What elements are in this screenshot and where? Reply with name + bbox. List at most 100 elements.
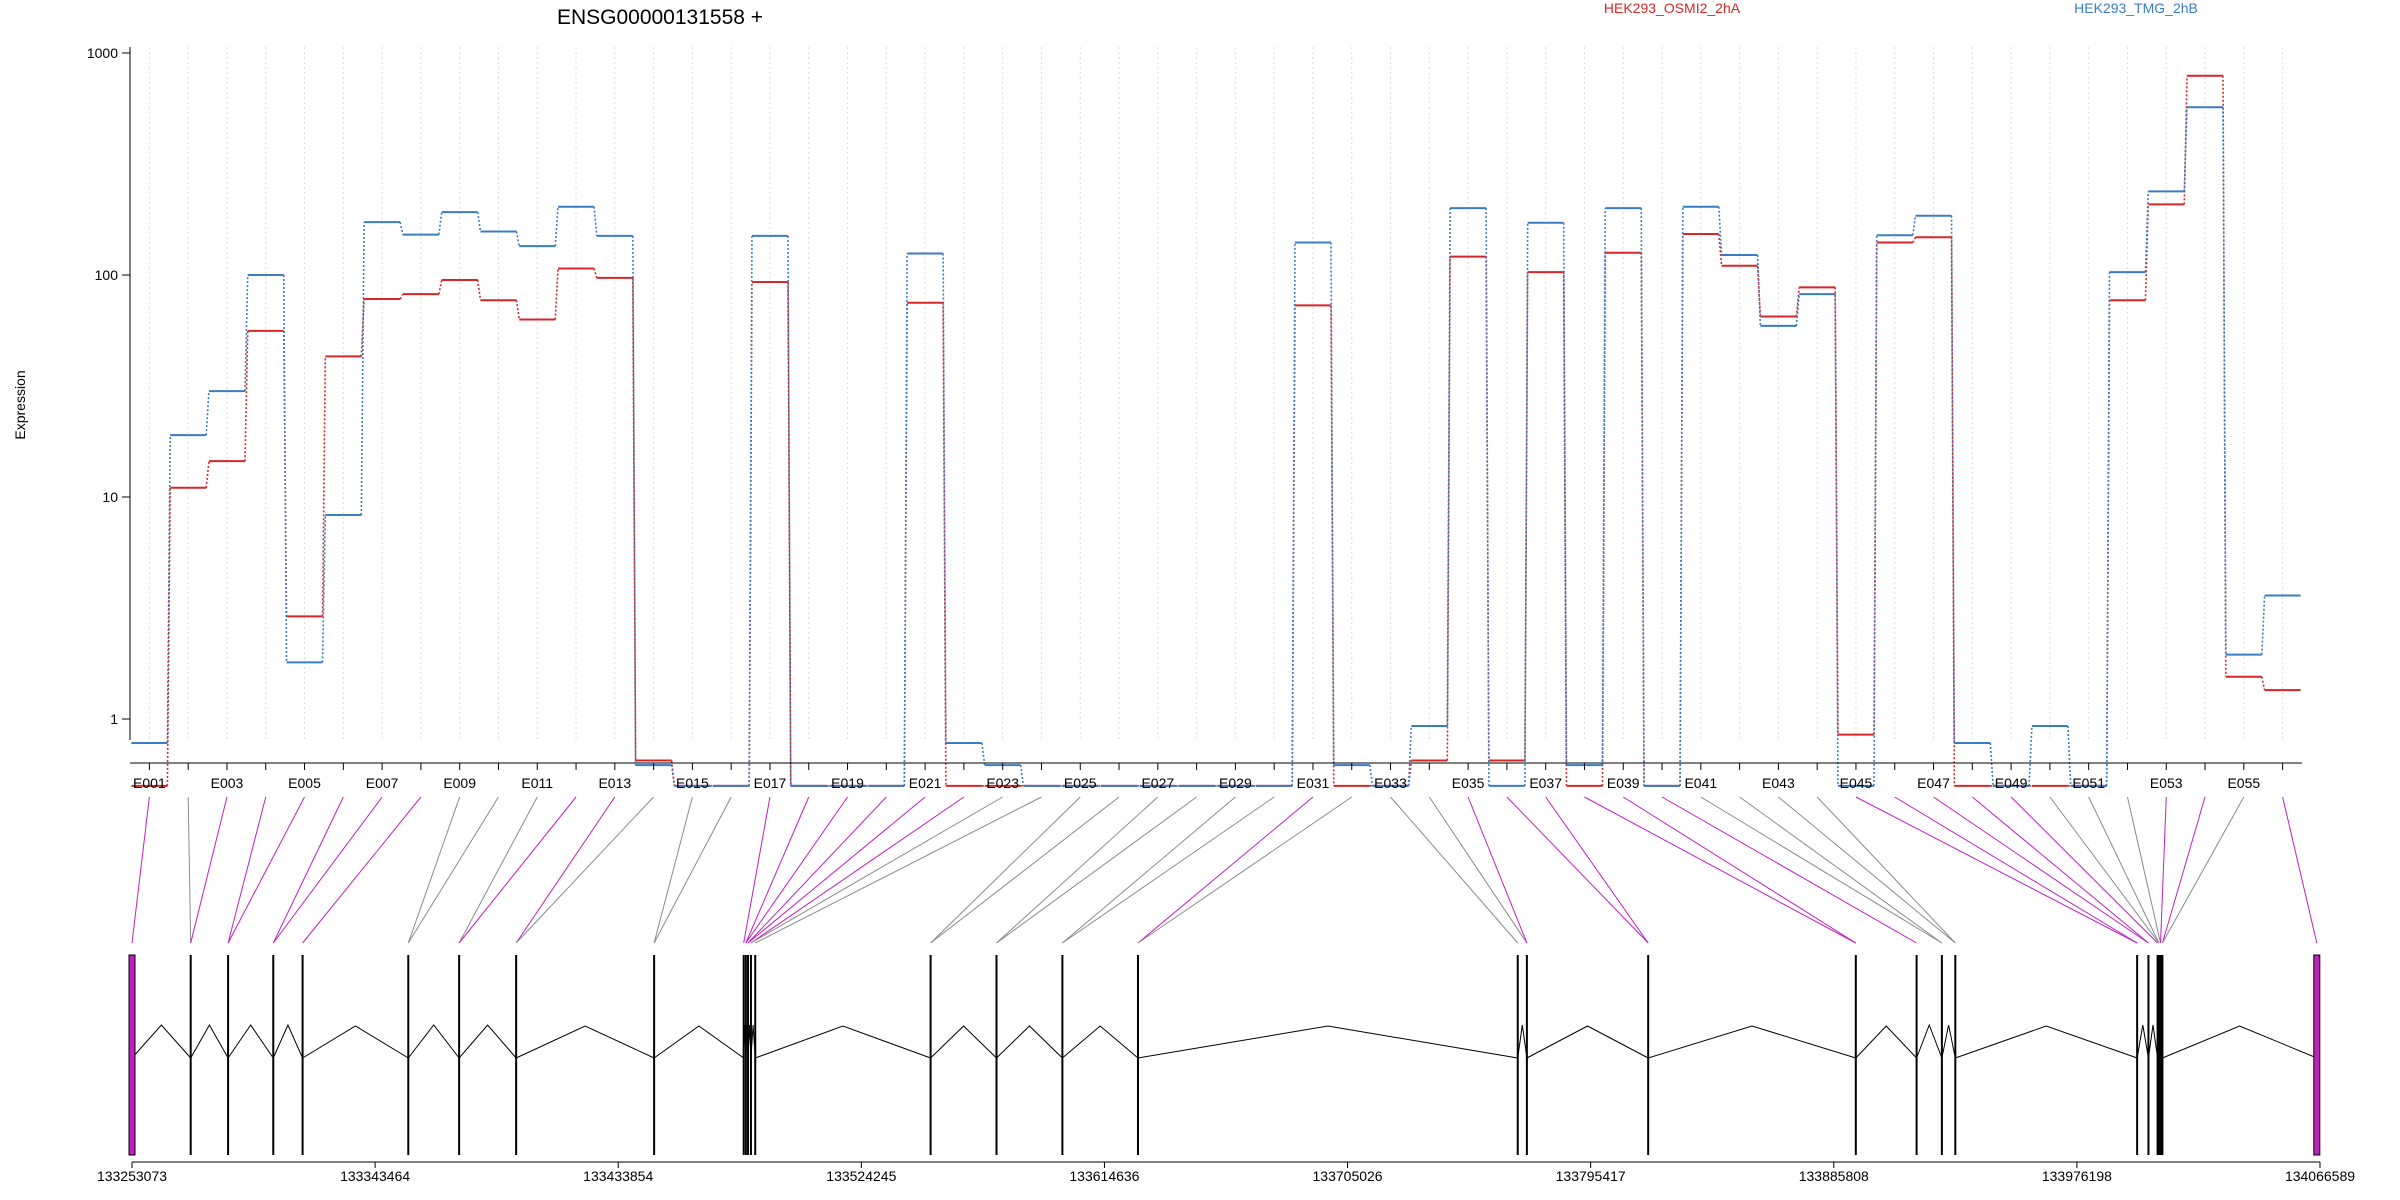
exon-connector: [1506, 796, 1649, 944]
exon-connector: [745, 796, 848, 944]
exon-connector: [1622, 796, 1857, 944]
vertical-gridlines: [148, 47, 2284, 740]
exon-connector: [1584, 796, 1857, 944]
exon-tick-label: E035: [1452, 775, 1485, 791]
data-connector: [282, 274, 288, 663]
exon-tick-label: E009: [443, 775, 476, 791]
intron-line: [1062, 1025, 1139, 1059]
exon-connector: [1778, 796, 1956, 944]
exon-tick-label: E049: [1995, 775, 2028, 791]
exon-connector: [1467, 796, 1528, 944]
exon-connector: [1545, 796, 1649, 944]
intron-line: [131, 1024, 192, 1059]
intron-line: [1916, 1023, 1943, 1059]
exon-connector: [996, 796, 1159, 944]
data-connector: [2067, 725, 2072, 786]
data-connector: [360, 298, 365, 357]
intron-line: [458, 1024, 517, 1059]
genome-tick-label: 133795417: [1556, 1168, 1626, 1184]
exon-connector: [1972, 796, 2149, 944]
data-connector: [438, 279, 443, 295]
exon-axis: E001 E003 E005 E007 E009 E011 E013 E015 E017 E019…: [130, 762, 2302, 791]
exon-tick-label: E045: [1840, 775, 1873, 791]
data-connector: [399, 221, 404, 235]
data-connector: [360, 222, 365, 515]
data-connector: [2261, 595, 2266, 655]
genome-tick-label: 133253073: [97, 1168, 167, 1184]
data-connector: [1718, 206, 1723, 256]
data-connector: [399, 293, 404, 300]
genome-tick-label: 133705026: [1313, 1168, 1383, 1184]
data-connector: [1524, 222, 1529, 786]
exon-connector: [407, 796, 499, 944]
data-connector: [981, 742, 986, 766]
exon-connector: [190, 796, 228, 944]
y-tick-label: 1000: [87, 45, 118, 61]
intron-line: [1517, 1024, 1528, 1059]
intron-line: [2147, 1024, 2159, 1059]
exon-connector: [227, 796, 305, 944]
data-connector: [593, 268, 598, 279]
intron-line: [1941, 1024, 1956, 1059]
legend-label-osmi2: HEK293_OSMI2_2hA: [1604, 0, 1741, 16]
exon-tick-label: E003: [211, 775, 244, 791]
data-connector: [282, 330, 288, 617]
exon-tick-label: E001: [133, 775, 166, 791]
chart-title: ENSG00000131558 +: [557, 6, 763, 29]
data-connector: [1601, 208, 1607, 766]
intron-line: [755, 1025, 931, 1059]
series-lines: [131, 74, 2301, 787]
exon-connector: [996, 796, 1197, 944]
data-connector: [903, 253, 908, 786]
exon-tick-label: E047: [1917, 775, 1950, 791]
exon-connector: [653, 796, 732, 944]
exon-connector: [272, 796, 383, 944]
exon-connector: [1816, 796, 1956, 944]
exon-connector: [2161, 796, 2206, 944]
exon-connector: [755, 796, 1042, 944]
intron-line: [227, 1024, 274, 1059]
genome-tick-label: 133976198: [2042, 1168, 2112, 1184]
data-connector: [2144, 191, 2150, 273]
exon-connector: [458, 796, 577, 944]
exon-connector: [2282, 796, 2318, 944]
exon-connector: [1390, 796, 1519, 944]
data-connector: [1485, 208, 1490, 786]
exon-connector: [1855, 796, 2138, 944]
data-connector: [942, 253, 947, 743]
data-connector: [2222, 107, 2227, 655]
exon-connector: [750, 796, 1003, 944]
data-connector: [554, 268, 559, 320]
exon-connector: [187, 796, 192, 944]
data-connector: [1795, 287, 1800, 317]
exon-connector: [458, 796, 538, 944]
intron-line: [515, 1025, 655, 1059]
exon-connector: [1428, 796, 1528, 944]
exon-connector: [302, 796, 422, 944]
intron-line: [1137, 1025, 1518, 1059]
exon-tick-label: E011: [521, 775, 553, 791]
intron-line: [930, 1025, 997, 1059]
genome-tick-label: 133433854: [583, 1168, 653, 1184]
genome-tick-label: 133614636: [1069, 1168, 1139, 1184]
y-tick-label: 1: [110, 711, 118, 727]
exon-connector: [2010, 796, 2158, 944]
exon-tick-label: E043: [1762, 775, 1795, 791]
data-connector: [515, 300, 521, 320]
exon-tick-label: E019: [831, 775, 864, 791]
data-connector: [1407, 725, 1413, 786]
exon-tick-label: E013: [598, 775, 631, 791]
exon-connector: [2161, 796, 2245, 944]
data-connector: [1911, 215, 1917, 236]
data-connector: [593, 206, 598, 236]
data-connector: [1330, 242, 1335, 766]
data-connector: [515, 231, 521, 247]
exon-connector: [2049, 796, 2160, 944]
exon-tick-label: E037: [1529, 775, 1562, 791]
y-axis-label: Expression: [12, 370, 28, 439]
exon-connector: [743, 796, 771, 944]
data-connector: [166, 435, 171, 743]
exon-box: [128, 954, 136, 1156]
exon-connector: [1661, 796, 1917, 944]
y-tick-label: 100: [95, 267, 119, 283]
